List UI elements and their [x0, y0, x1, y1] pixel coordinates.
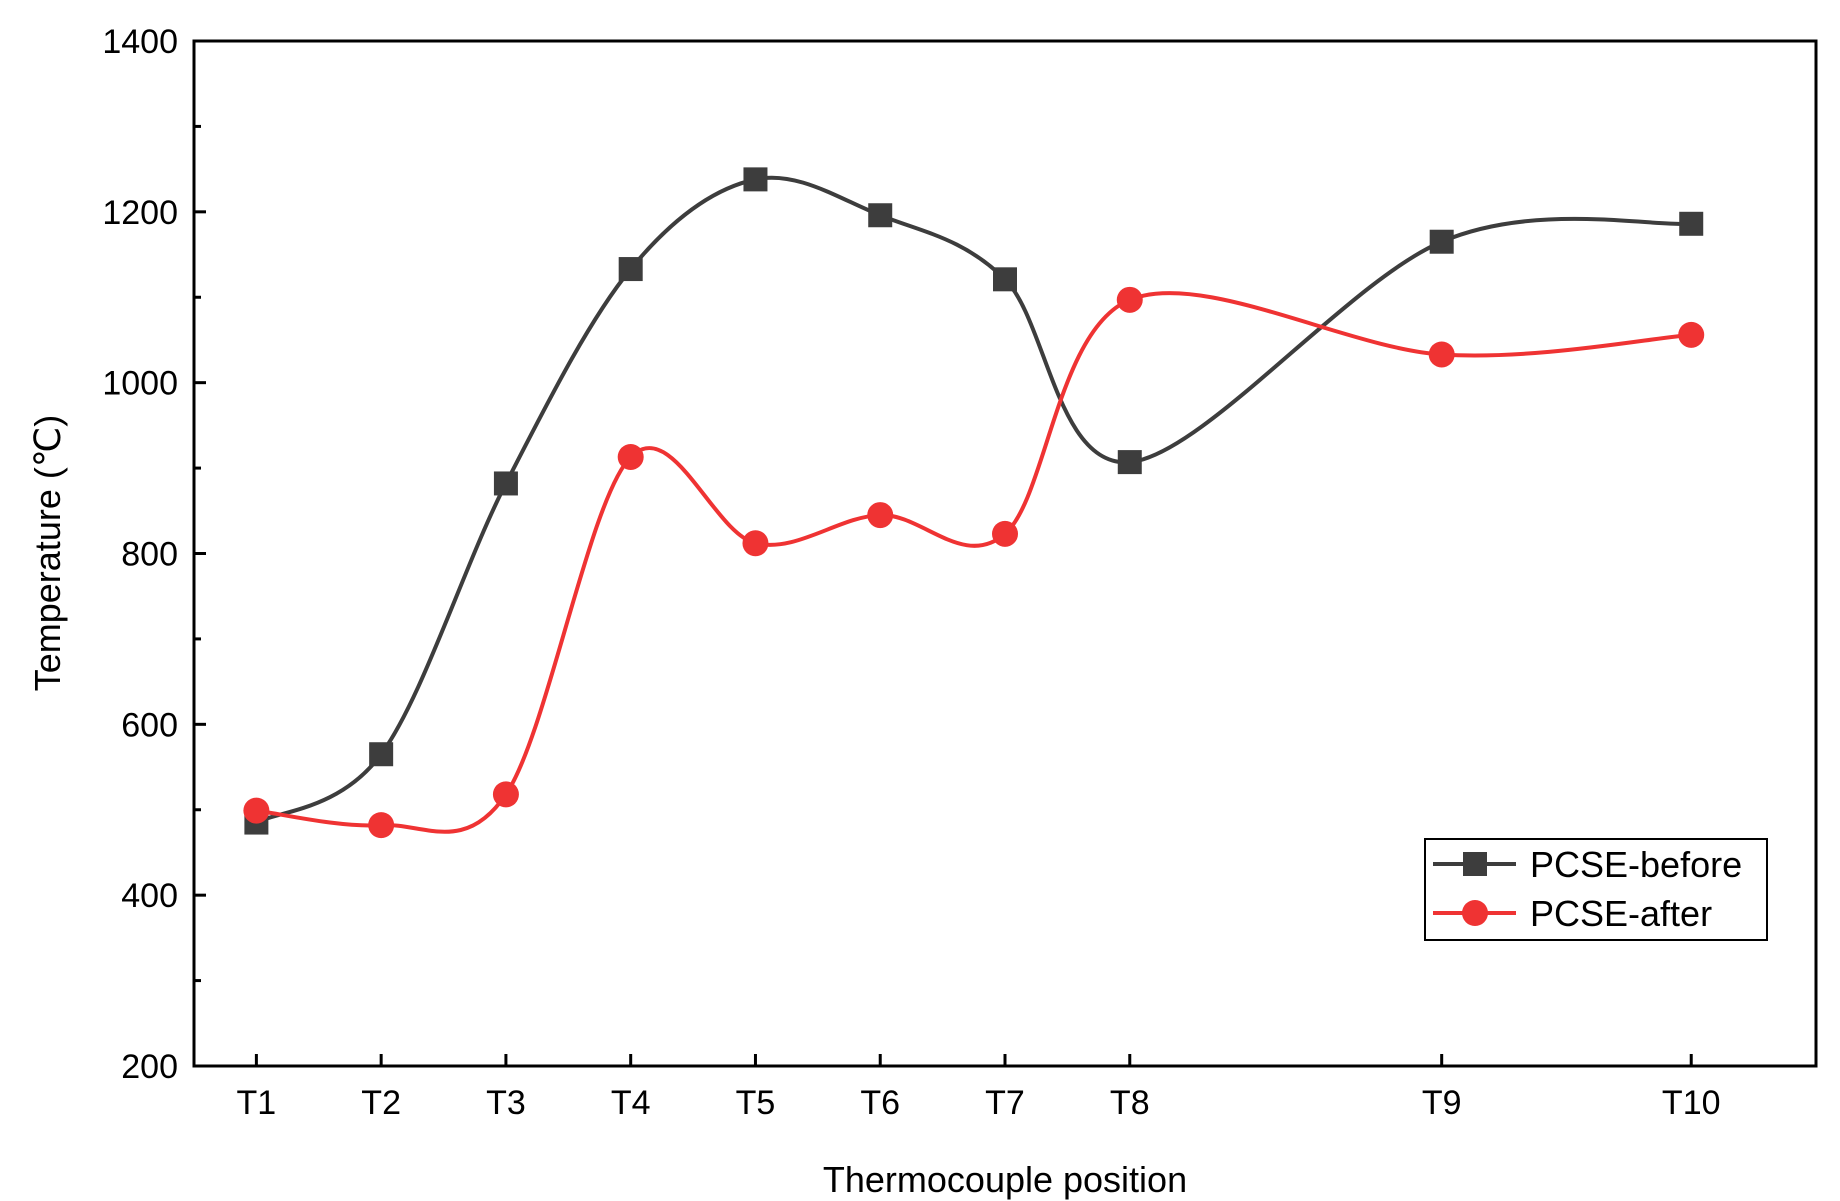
- data-point-pcse-before: [993, 267, 1017, 292]
- x-tick-label: T3: [486, 1084, 526, 1122]
- data-point-pcse-after: [867, 502, 894, 529]
- data-point-pcse-after: [492, 781, 519, 808]
- legend-label-after: PCSE-after: [1530, 893, 1712, 934]
- x-axis-label: Thermocouple position: [823, 1159, 1187, 1200]
- data-point-pcse-after: [1678, 321, 1705, 348]
- x-tick-label: T5: [736, 1084, 776, 1122]
- series-line-pcse-after: [256, 291, 1692, 834]
- x-tick-label: T1: [237, 1084, 277, 1122]
- data-point-pcse-after: [1116, 286, 1143, 313]
- x-tick-label: T9: [1422, 1084, 1462, 1122]
- data-point-pcse-before: [868, 203, 893, 228]
- y-tick-label: 200: [121, 1048, 178, 1086]
- y-axis-label: Temperature (℃): [27, 415, 68, 692]
- x-axis-ticks: T1 T2 T3 T4 T5 T6 T7 T8 T9 T10: [237, 1054, 1721, 1122]
- x-tick-label: T10: [1662, 1084, 1721, 1122]
- data-point-pcse-after: [992, 520, 1018, 547]
- y-axis-ticks: 200 400 600 800 1000 1200 1400: [102, 23, 206, 1086]
- data-point-pcse-after: [617, 443, 644, 470]
- legend-marker-square: [1463, 852, 1487, 876]
- data-point-pcse-before: [743, 167, 768, 192]
- data-point-pcse-after: [368, 812, 395, 839]
- series-layer: [243, 167, 1705, 839]
- data-point-pcse-before: [618, 257, 643, 282]
- x-tick-label: T6: [860, 1084, 900, 1122]
- data-point-pcse-after: [243, 797, 270, 824]
- data-point-pcse-before: [1117, 450, 1142, 475]
- x-tick-label: T2: [361, 1084, 401, 1122]
- x-tick-label: T7: [985, 1084, 1025, 1122]
- data-point-pcse-before: [493, 471, 518, 496]
- x-tick-label: T8: [1110, 1084, 1150, 1122]
- legend-label-before: PCSE-before: [1530, 844, 1742, 885]
- data-point-pcse-after: [1428, 341, 1455, 368]
- y-tick-label: 1400: [102, 23, 178, 61]
- data-point-pcse-before: [369, 742, 394, 767]
- y-tick-label: 400: [121, 877, 178, 915]
- data-point-pcse-before: [1429, 229, 1454, 254]
- data-point-pcse-after: [742, 530, 769, 557]
- y-tick-label: 1200: [102, 194, 178, 232]
- y-tick-label: 1000: [102, 365, 178, 403]
- series-line-pcse-before: [255, 175, 1692, 825]
- y-tick-label: 800: [121, 536, 178, 574]
- x-tick-label: T4: [611, 1084, 651, 1122]
- legend: PCSE-before PCSE-after: [1424, 838, 1768, 941]
- legend-marker-circle: [1462, 900, 1488, 926]
- data-point-pcse-before: [1679, 211, 1704, 236]
- y-tick-label: 600: [121, 706, 178, 744]
